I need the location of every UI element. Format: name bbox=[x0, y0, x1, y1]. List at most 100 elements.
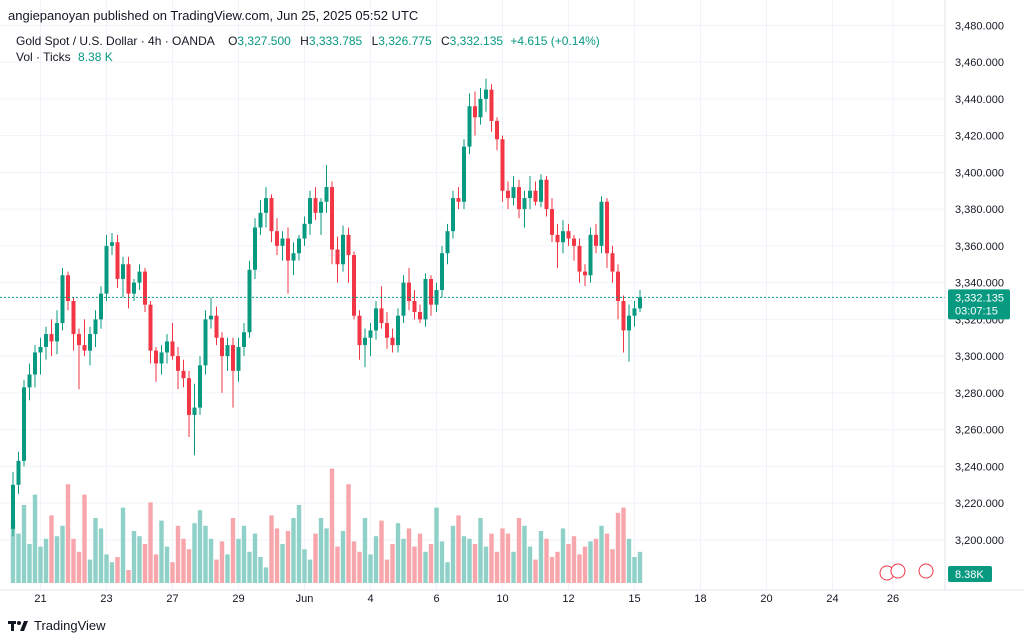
volume-bar bbox=[274, 528, 280, 583]
candle-body bbox=[363, 337, 367, 346]
candle-body bbox=[368, 330, 373, 338]
volume-bar bbox=[98, 528, 104, 583]
volume-bar bbox=[406, 528, 412, 583]
volume-bar bbox=[511, 551, 516, 583]
chart-grid bbox=[0, 0, 945, 590]
volume-bar bbox=[120, 507, 126, 583]
volume-title[interactable]: Vol · Ticks bbox=[16, 50, 71, 64]
volume-bar bbox=[76, 551, 82, 583]
candle-body bbox=[335, 249, 340, 265]
volume-bar bbox=[505, 533, 511, 583]
price-tick-label: 3,440.000 bbox=[955, 94, 1004, 106]
candle-body bbox=[572, 238, 576, 246]
candle-body bbox=[467, 106, 472, 147]
volume-bar bbox=[456, 515, 461, 583]
volume-bar bbox=[428, 544, 434, 583]
brand-name: TradingView bbox=[34, 618, 106, 633]
candle-body bbox=[170, 341, 175, 357]
volume-bar bbox=[461, 536, 467, 583]
candle-body bbox=[33, 352, 37, 375]
volume-bars bbox=[10, 468, 643, 583]
candle-body bbox=[544, 179, 549, 210]
candle-body bbox=[429, 278, 433, 305]
candle-body bbox=[181, 370, 186, 379]
candle-body bbox=[528, 190, 532, 199]
candle-body bbox=[555, 234, 560, 243]
volume-bar bbox=[373, 536, 379, 583]
volume-bar bbox=[241, 525, 247, 583]
volume-bar bbox=[588, 541, 593, 583]
volume-bar bbox=[434, 507, 439, 583]
candle-body bbox=[473, 106, 477, 118]
candle-body bbox=[511, 187, 516, 199]
candle-body bbox=[566, 231, 571, 239]
symbol-title[interactable]: Gold Spot / U.S. Dollar · 4h · OANDA bbox=[16, 34, 215, 48]
candle-body bbox=[319, 201, 323, 213]
candle-body bbox=[121, 264, 125, 279]
candle-body bbox=[93, 319, 98, 335]
volume-bar bbox=[632, 557, 637, 583]
candle-body bbox=[451, 198, 455, 232]
volume-bar bbox=[27, 544, 32, 583]
volume-bar bbox=[401, 538, 406, 583]
volume-bar bbox=[489, 533, 494, 583]
candle-body bbox=[231, 345, 235, 371]
volume-bar bbox=[549, 557, 555, 583]
candle-body bbox=[539, 179, 543, 202]
volume-badge-label: 8.38K bbox=[955, 569, 984, 581]
volume-bar bbox=[214, 559, 219, 583]
candle-body bbox=[632, 308, 637, 316]
time-tick-label: 23 bbox=[100, 593, 112, 605]
candle-body bbox=[11, 484, 15, 529]
candle-body bbox=[297, 238, 301, 254]
candle-body bbox=[99, 293, 103, 320]
volume-bar bbox=[395, 523, 401, 583]
candle-body bbox=[445, 231, 450, 254]
volume-bar bbox=[16, 533, 21, 583]
candle-body bbox=[126, 264, 131, 294]
volume-bar bbox=[494, 551, 500, 583]
change-value: +4.615 (+0.14%) bbox=[510, 34, 600, 48]
last-price-badge bbox=[948, 289, 1010, 320]
candle-body bbox=[522, 198, 527, 210]
candle-body bbox=[412, 301, 417, 313]
candle-body bbox=[330, 187, 334, 250]
candle-body bbox=[269, 198, 274, 232]
candle-body bbox=[49, 334, 54, 342]
candle-body bbox=[55, 323, 59, 342]
time-tick-label: 26 bbox=[887, 593, 899, 605]
candle-body bbox=[137, 271, 142, 283]
volume-bar bbox=[21, 505, 27, 583]
candle-body bbox=[357, 315, 362, 346]
volume-bar bbox=[637, 551, 643, 583]
volume-bar bbox=[10, 520, 16, 583]
volume-bar bbox=[324, 528, 329, 583]
candle-body bbox=[22, 387, 26, 461]
price-tick-label: 3,380.000 bbox=[955, 204, 1004, 216]
volume-bar bbox=[291, 518, 296, 583]
candle-body bbox=[341, 234, 345, 265]
candle-body bbox=[577, 245, 582, 272]
candle-body bbox=[346, 234, 351, 256]
candle-body bbox=[627, 315, 631, 331]
volume-bar bbox=[269, 515, 274, 583]
time-tick-label: 29 bbox=[232, 593, 244, 605]
time-tick-label: 6 bbox=[433, 593, 439, 605]
volume-bar bbox=[439, 541, 445, 583]
candle-body bbox=[44, 334, 48, 347]
candle-body bbox=[588, 234, 593, 276]
volume-bar bbox=[522, 525, 527, 583]
candle-body bbox=[407, 282, 411, 301]
volume-bar bbox=[230, 518, 236, 583]
close-value: 3,332.135 bbox=[449, 34, 504, 48]
price-axis: 3,480.000 3,460.000 3,440.000 3,420.000 3,40… bbox=[955, 20, 1004, 547]
footer-brand[interactable]: TradingView bbox=[8, 618, 106, 633]
volume-bar bbox=[533, 559, 538, 583]
volume-bar bbox=[577, 554, 582, 583]
candle-body bbox=[385, 323, 389, 338]
volume-bar bbox=[219, 541, 225, 583]
volume-bar bbox=[54, 536, 60, 583]
candle-body bbox=[264, 198, 268, 213]
candle-body bbox=[115, 242, 120, 279]
